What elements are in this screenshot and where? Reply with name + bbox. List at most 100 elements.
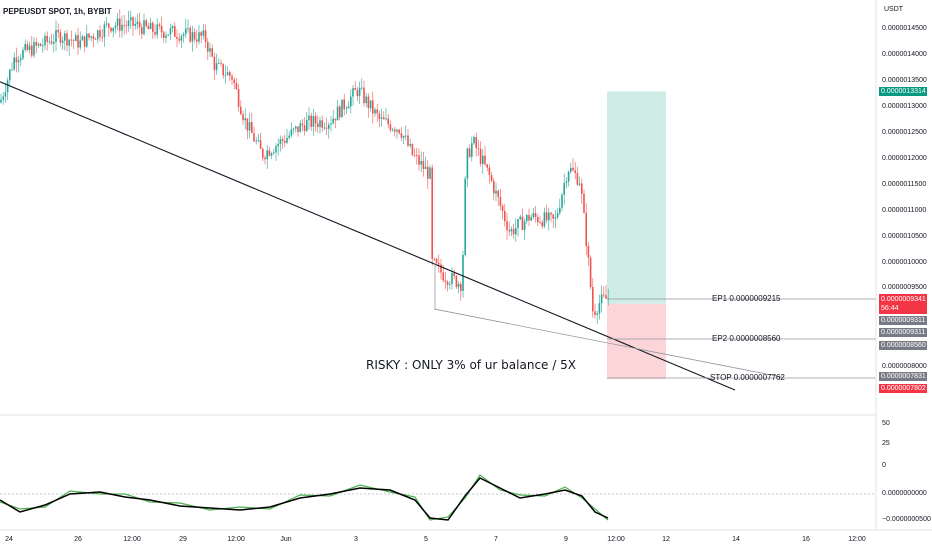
candle-body	[389, 124, 392, 131]
candle-body	[2, 96, 4, 100]
candle-body	[402, 136, 405, 138]
time-tick: 5	[424, 536, 428, 543]
candle-body	[277, 143, 279, 147]
price-tick: 0.0000014000	[882, 51, 927, 58]
candle-body	[317, 123, 319, 128]
candle-body	[565, 181, 568, 183]
candle-body	[583, 193, 585, 213]
candle-body	[79, 40, 81, 48]
candle-body	[578, 183, 581, 185]
candle-body	[367, 96, 370, 109]
candle-body	[70, 39, 73, 41]
candle-body	[213, 56, 216, 71]
candle-body	[33, 42, 35, 56]
candle-body	[440, 264, 442, 273]
candle-body	[149, 22, 152, 30]
candle-body	[464, 178, 466, 255]
candle-body	[314, 116, 317, 124]
ep2-label[interactable]: EP2 0.0000008560	[712, 334, 781, 343]
candle-body	[59, 32, 62, 43]
candle-body	[83, 36, 86, 47]
time-tick: 26	[74, 536, 82, 543]
price-tick: 0.0000013500	[882, 77, 927, 84]
time-tick: 12:00	[227, 536, 245, 543]
ep1-label[interactable]: EP1 0.0000009215	[712, 294, 781, 303]
candle-body	[105, 23, 108, 25]
candle-body	[112, 27, 114, 32]
candle-body	[501, 205, 504, 211]
stop-label[interactable]: STOP 0.0000007762	[710, 373, 785, 382]
candle-body	[198, 32, 200, 42]
candle-body	[409, 144, 411, 146]
candle-body	[526, 214, 528, 222]
candle-body	[251, 122, 253, 134]
price-tick: 0.0000012000	[882, 155, 927, 162]
candle-body	[519, 216, 521, 220]
candle-body	[46, 35, 48, 42]
candle-body	[248, 122, 251, 131]
oscillator-pane	[0, 474, 876, 521]
price-tick: 0.0000010000	[882, 259, 927, 266]
candle-body	[508, 230, 510, 232]
candle-body	[20, 58, 22, 61]
candle-body	[372, 100, 374, 114]
candle-body	[182, 34, 185, 37]
candle-body	[275, 146, 277, 153]
price-tick: 0.0000013000	[882, 103, 927, 110]
candle-body	[433, 258, 436, 260]
price-tick: 0.0000009500	[882, 284, 927, 291]
time-tick: 12:00	[123, 536, 141, 543]
candle-body	[427, 166, 429, 179]
candle-body	[477, 148, 480, 149]
candle-body	[341, 99, 343, 118]
candle-body	[17, 60, 20, 63]
candle-body	[561, 194, 563, 208]
candle-body	[259, 140, 262, 149]
candle-body	[394, 129, 396, 132]
candle-body	[75, 35, 77, 41]
candle-body	[61, 40, 64, 43]
candle-body	[383, 117, 385, 120]
candle-body	[44, 35, 46, 46]
candle-body	[22, 49, 24, 59]
candle-body	[308, 115, 310, 120]
candle-body	[152, 22, 154, 33]
candle-body	[42, 45, 44, 47]
candle-body	[266, 150, 268, 160]
candle-body	[413, 155, 416, 156]
candle-body	[273, 152, 275, 154]
candle-body	[160, 25, 163, 33]
candle-body	[114, 25, 117, 28]
candle-body	[594, 311, 596, 315]
candle-body	[570, 167, 572, 172]
candle-body	[141, 27, 143, 35]
candle-body	[603, 294, 605, 296]
candle-body	[407, 135, 409, 146]
candle-body	[169, 28, 172, 35]
candle-body	[521, 216, 524, 230]
candle-body	[545, 212, 548, 221]
candle-body	[321, 120, 323, 128]
candle-body	[299, 123, 301, 133]
candle-body	[462, 254, 464, 291]
candle-body	[262, 148, 264, 158]
trendline	[434, 308, 783, 378]
candle-body	[209, 48, 211, 52]
candle-body	[288, 135, 290, 138]
candle-body	[420, 160, 422, 165]
candle-body	[189, 27, 191, 42]
currency-label: USDT	[884, 6, 904, 13]
time-tick: 16	[802, 536, 810, 543]
candle-body	[242, 114, 244, 121]
candle-body	[55, 29, 57, 42]
time-tick: 12:00	[848, 536, 866, 543]
candle-body	[391, 129, 394, 131]
candle-body	[222, 63, 224, 76]
candle-body	[286, 137, 288, 143]
ep1-price-tag: 0.0000009311	[879, 316, 927, 325]
candle-body	[552, 214, 554, 219]
oscillator-tick: 50	[882, 420, 890, 427]
risk-note[interactable]: RISKY : ONLY 3% of ur balance / 5X	[366, 358, 576, 372]
candle-body	[290, 129, 293, 136]
